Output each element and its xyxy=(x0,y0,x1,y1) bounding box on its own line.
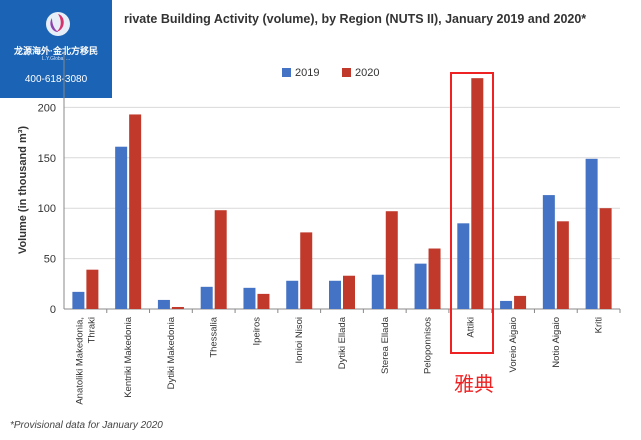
x-tick-label-line: Attiki xyxy=(465,317,476,338)
x-tick-label-0: Anatoliki Makedonia, Thraki xyxy=(74,317,97,405)
legend-label-2020: 2020 xyxy=(355,67,379,79)
bar-2020-10 xyxy=(514,295,527,309)
logo-subtitle: L.Y.Global ... xyxy=(41,56,71,62)
bar-2020-4 xyxy=(257,293,270,309)
legend-label-2019: 2019 xyxy=(295,67,319,79)
bar-2019-0 xyxy=(72,291,85,309)
x-tick-label-11: Notio Aigaio xyxy=(551,317,562,368)
legend-swatch-2020 xyxy=(342,68,351,77)
x-tick-label-4: Ipeiros xyxy=(251,317,262,346)
x-tick-label-10: Voreio Aigaio xyxy=(508,317,519,372)
x-tick-label-line: Notio Aigaio xyxy=(551,317,562,368)
bar-2020-7 xyxy=(385,211,398,309)
x-tick-label-1: Kentriki Makedonia xyxy=(123,316,134,398)
x-tick-label-2: Dytiki Makedonia xyxy=(166,316,177,389)
x-tick-label-line: Kentriki Makedonia xyxy=(123,316,134,398)
brand-logo: 龙源海外·金北方移民 L.Y.Global ... 400-618-3080 xyxy=(0,0,112,98)
axes xyxy=(63,51,621,313)
attiki-annotation-label: 雅典 xyxy=(454,372,494,396)
x-tick-label-3: Thessalia xyxy=(209,316,220,357)
legend: 2019 2020 xyxy=(282,67,379,79)
chart-title: rivate Building Activity (volume), by Re… xyxy=(124,12,587,26)
x-tick-label-line: Dytiki Ellada xyxy=(337,316,348,369)
bars xyxy=(72,78,612,310)
tick-labels: 0 50 100 150 200 Anatoliki Makedonia, Thraki Ke… xyxy=(38,102,605,404)
x-tick-label-5: Ionioi Nisoi xyxy=(294,317,305,363)
x-tick-label-7: Sterea Ellada xyxy=(380,316,391,374)
x-tick-label-12: Kriti xyxy=(594,317,605,333)
logo-swirl-icon xyxy=(46,12,70,36)
x-tick-label-9: Attiki xyxy=(465,317,476,338)
y-tick-label-100: 100 xyxy=(38,203,56,215)
bar-2020-2 xyxy=(171,306,184,309)
bar-2020-0 xyxy=(86,269,99,309)
y-axis-label: Volume (in thousand m³) xyxy=(17,126,29,254)
x-tick-label-line: Kriti xyxy=(594,317,605,333)
bar-2019-7 xyxy=(371,274,384,309)
footnote: *Provisional data for January 2020 xyxy=(10,420,163,431)
x-tick-label-line: Voreio Aigaio xyxy=(508,317,519,372)
bar-2020-6 xyxy=(343,275,355,309)
x-tick-label-line: Ionioi Nisoi xyxy=(294,317,305,363)
x-tick-label-8: Peloponnisos xyxy=(423,317,434,374)
grid-lines xyxy=(64,106,620,310)
bar-2019-5 xyxy=(286,280,299,309)
bar-2020-5 xyxy=(300,232,313,309)
logo-phone: 400-618-3080 xyxy=(24,74,88,85)
bar-2019-9 xyxy=(457,223,470,309)
bar-2020-11 xyxy=(556,221,569,309)
bar-2019-6 xyxy=(329,280,341,309)
x-tick-label-line: Ipeiros xyxy=(251,317,262,346)
y-tick-label-150: 150 xyxy=(38,153,56,165)
bar-2019-1 xyxy=(115,146,128,309)
bar-2019-10 xyxy=(500,300,513,309)
x-tick-label-line: Thessalia xyxy=(209,316,220,357)
bar-2019-2 xyxy=(157,299,170,309)
bar-2020-8 xyxy=(428,248,441,309)
bar-2020-1 xyxy=(129,114,142,310)
y-tick-label-200: 200 xyxy=(38,102,56,114)
bar-2019-4 xyxy=(243,287,256,309)
bar-2019-12 xyxy=(585,158,598,309)
bar-2020-9 xyxy=(471,78,484,309)
bar-2019-3 xyxy=(200,286,213,309)
x-tick-label-line: Peloponnisos xyxy=(423,317,434,374)
x-tick-label-line: Dytiki Makedonia xyxy=(166,316,177,389)
x-tick-label-6: Dytiki Ellada xyxy=(337,316,348,369)
y-tick-label-0: 0 xyxy=(50,304,56,316)
x-tick-label-line: Anatoliki Makedonia, xyxy=(74,317,85,405)
legend-swatch-2019 xyxy=(282,68,291,77)
x-tick-label-line: Sterea Ellada xyxy=(380,316,391,374)
bar-2019-8 xyxy=(414,263,427,309)
bar-2019-11 xyxy=(542,195,555,309)
attiki-highlight-box xyxy=(450,72,494,354)
bar-2020-3 xyxy=(214,210,227,309)
x-tick-label-line: Thraki xyxy=(86,317,97,343)
logo-name: 龙源海外·金北方移民 xyxy=(14,46,98,56)
y-tick-label-50: 50 xyxy=(44,254,56,266)
bar-2020-12 xyxy=(599,208,612,309)
